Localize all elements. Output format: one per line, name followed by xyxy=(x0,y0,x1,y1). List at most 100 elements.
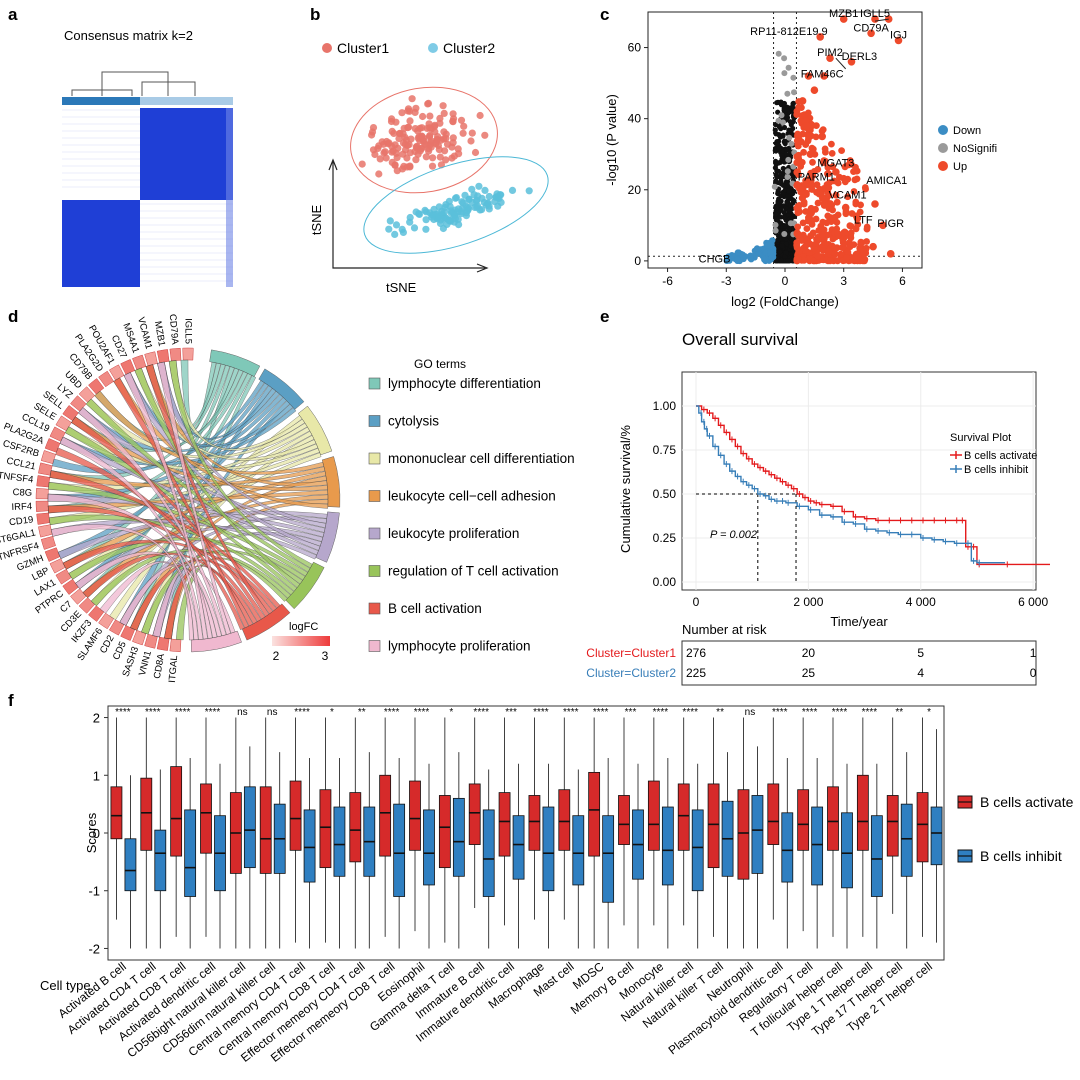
logfc-tick: 3 xyxy=(322,649,329,663)
up-point xyxy=(793,107,801,115)
box-body xyxy=(677,783,690,851)
go-legend-title: GO terms xyxy=(414,357,466,371)
gene-label: RP11-812E19.9 xyxy=(750,26,827,38)
up-point xyxy=(819,231,826,239)
box-body xyxy=(811,806,824,886)
gene-label: AMICA1 xyxy=(866,175,907,187)
up-point xyxy=(802,208,810,215)
gene-sector xyxy=(44,547,61,562)
nosig-point xyxy=(786,134,793,141)
cluster1-point xyxy=(381,148,389,156)
nonsig-point xyxy=(788,202,794,208)
cluster1-point xyxy=(406,117,414,125)
go-legend-label: mononuclear cell differentiation xyxy=(388,451,575,466)
up-point xyxy=(794,142,802,150)
up-point xyxy=(813,189,820,196)
nonsig-point xyxy=(785,194,791,200)
survival-title: Overall survival xyxy=(682,330,798,349)
significance-label: **** xyxy=(593,707,609,718)
gene-label: PIM2 xyxy=(817,47,843,59)
cluster1-point xyxy=(418,132,426,141)
cluster2-point xyxy=(410,224,419,232)
up-point xyxy=(836,173,843,181)
up-point xyxy=(818,132,826,141)
cluster2-point xyxy=(458,208,466,216)
up-point xyxy=(810,257,817,265)
cluster2-point xyxy=(428,213,436,221)
pvalue-label: P = 0.002 xyxy=(710,529,757,541)
down-point xyxy=(761,256,768,263)
significance-label: **** xyxy=(832,707,848,718)
up-point xyxy=(831,244,839,252)
up-point xyxy=(820,202,828,209)
gene-label: MGAT3 xyxy=(817,157,854,169)
tsne-ylabel: tSNE xyxy=(309,205,324,236)
box-body xyxy=(303,809,316,883)
x-tick-label: 0 xyxy=(693,595,700,609)
risk-value: 25 xyxy=(802,666,816,680)
gene-label: C8G xyxy=(12,487,32,499)
go-legend-swatch xyxy=(368,640,381,652)
cluster2-point xyxy=(439,224,447,233)
gene-label: DERL3 xyxy=(842,51,877,63)
go-legend-swatch xyxy=(368,527,381,540)
cluster2-point xyxy=(459,199,467,207)
cluster1-point xyxy=(471,148,480,157)
up-point xyxy=(812,239,820,247)
up-point xyxy=(808,221,816,228)
nonsig-point xyxy=(787,257,794,264)
cluster1-point xyxy=(481,131,489,139)
up-point xyxy=(800,148,807,156)
chord-link xyxy=(75,551,218,639)
risk-value: 0 xyxy=(1030,666,1037,680)
gene-label: CD19 xyxy=(8,514,33,528)
gene-label: CD79A xyxy=(853,22,889,34)
up-point xyxy=(853,214,862,222)
cluster1-point xyxy=(369,124,378,132)
box-body xyxy=(737,789,750,880)
up-point xyxy=(794,131,802,139)
box-body xyxy=(841,812,853,889)
x-tick-label: 3 xyxy=(840,274,847,288)
up-point xyxy=(798,97,807,105)
go-legend-swatch xyxy=(368,565,381,577)
gene-label: MZB1 xyxy=(829,8,858,20)
significance-label: **** xyxy=(802,707,818,718)
chord-link xyxy=(168,360,313,569)
cluster1-point xyxy=(393,167,401,175)
nosig-point xyxy=(790,74,797,81)
up-point xyxy=(853,167,860,175)
panel-label-c: c xyxy=(600,5,609,24)
y-tick-label: 0.00 xyxy=(653,575,677,589)
up-point xyxy=(825,247,832,255)
box-body xyxy=(691,809,704,892)
up-point xyxy=(871,200,879,208)
nonsig-point xyxy=(782,254,788,260)
nonsig-point xyxy=(778,257,785,263)
box-body xyxy=(767,783,780,845)
up-point xyxy=(793,159,801,167)
up-point xyxy=(894,36,903,45)
significance-label: ** xyxy=(716,707,724,718)
y-tick-label: 0.25 xyxy=(653,531,677,545)
significance-label: **** xyxy=(384,707,400,718)
chord-link xyxy=(94,390,325,475)
up-point xyxy=(857,241,864,248)
up-point xyxy=(848,210,856,217)
nosig-point xyxy=(772,227,779,234)
cluster2-point xyxy=(473,203,481,211)
up-point xyxy=(850,241,858,249)
box-body xyxy=(528,795,541,851)
cluster2-point xyxy=(385,225,393,233)
survival-frame xyxy=(681,371,1037,591)
up-point xyxy=(837,250,845,258)
down-point xyxy=(753,245,761,252)
gene-label: VCAM1 xyxy=(829,189,867,201)
panel-label-f: f xyxy=(8,691,14,710)
chord-link xyxy=(164,565,254,640)
up-point xyxy=(847,58,856,66)
up-point xyxy=(806,150,815,158)
up-point xyxy=(840,229,848,237)
up-point xyxy=(804,72,813,80)
